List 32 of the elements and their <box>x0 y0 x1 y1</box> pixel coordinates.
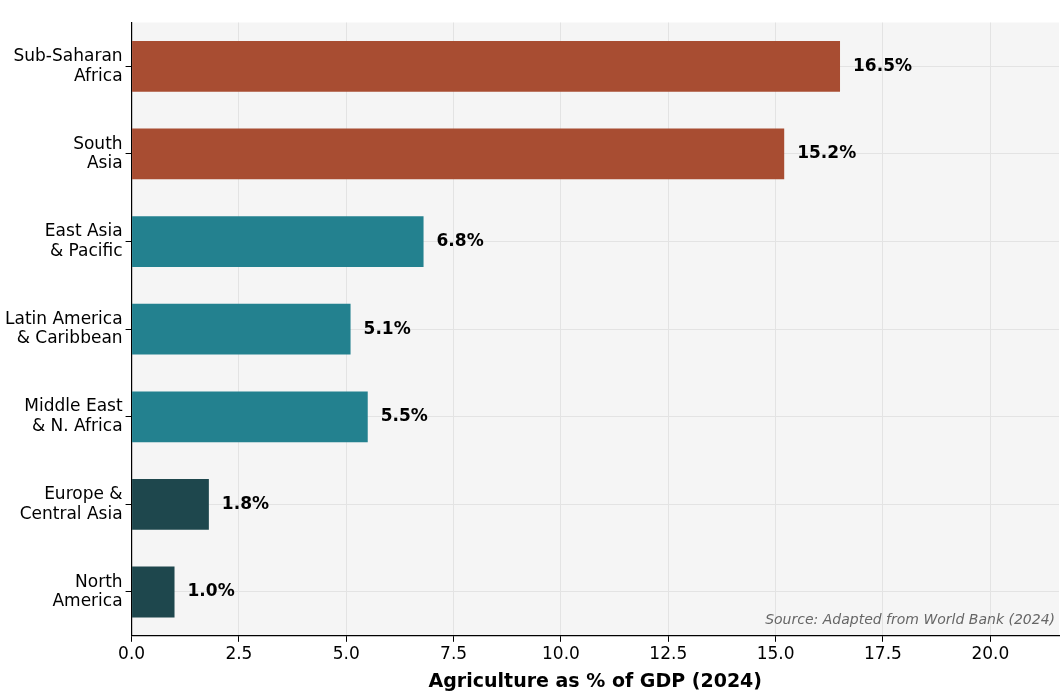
data-label: 1.0% <box>187 580 235 601</box>
data-label: 5.5% <box>380 405 428 426</box>
x-tick-label: 7.5 <box>440 643 468 664</box>
bar <box>132 128 785 180</box>
x-axis-title: Agriculture as % of GDP (2024) <box>428 668 763 691</box>
x-tick-label: 2.5 <box>225 643 253 664</box>
data-label: 15.2% <box>797 142 857 163</box>
bar <box>132 566 175 618</box>
bar <box>132 303 351 355</box>
bar <box>132 391 368 443</box>
data-label: 6.8% <box>436 229 484 250</box>
x-tick-label: 10.0 <box>542 643 580 664</box>
annotation: Source: Adapted from World Bank (2024) <box>765 611 1055 628</box>
x-tick-label: 12.5 <box>649 643 688 664</box>
x-tick-label: 17.5 <box>864 643 902 664</box>
y-tick-label: East Asia & Pacific <box>44 220 123 260</box>
bar <box>132 40 841 92</box>
y-tick-label: Europe & Central Asia <box>19 483 123 523</box>
x-tick-label: 15.0 <box>756 643 795 664</box>
bar <box>132 216 424 267</box>
x-tick-label: 20.0 <box>971 643 1010 664</box>
x-tick-label: 5.0 <box>332 643 360 664</box>
y-tick-label: North America <box>52 570 123 611</box>
y-tick-label: Sub-Saharan Africa <box>13 45 123 85</box>
y-tick-label: South Asia <box>73 132 123 173</box>
y-tick-label: Middle East & N. Africa <box>24 395 123 435</box>
x-tick-label: 0.0 <box>118 643 146 664</box>
data-label: 16.5% <box>853 54 913 75</box>
y-tick-label: Latin America & Caribbean <box>4 307 123 348</box>
data-label: 1.8% <box>221 492 270 513</box>
data-label: 5.1% <box>363 317 411 338</box>
bar <box>132 478 209 530</box>
